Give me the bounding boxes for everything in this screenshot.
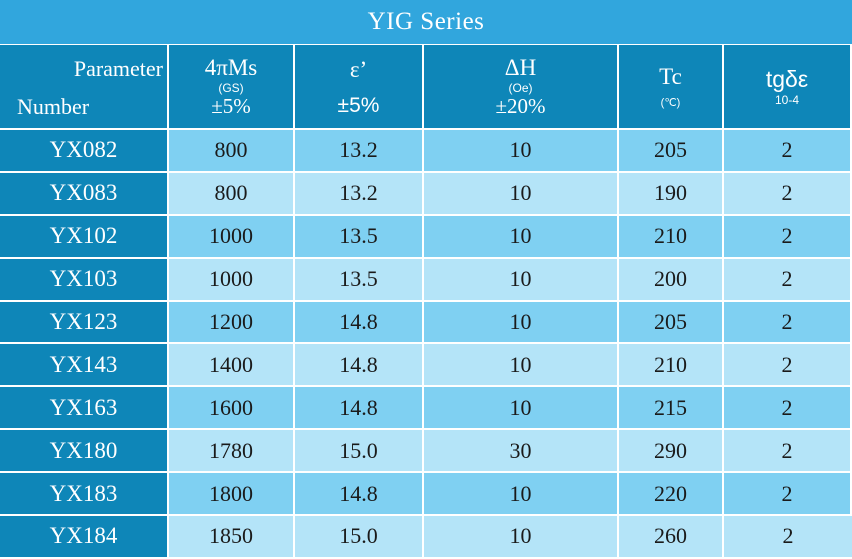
cell-dh: 10 (424, 258, 619, 302)
header-tc: Tc (℃) (619, 45, 724, 130)
cell-ms: 1200 (169, 301, 295, 345)
cell-ms: 1600 (169, 387, 295, 431)
row-number-cell: YX083 (0, 172, 169, 216)
cell-eps: 14.8 (295, 344, 424, 388)
cell-ms: 1800 (169, 473, 295, 517)
cell-tg: 2 (724, 301, 852, 345)
header-tg-unit: 10-4 (774, 92, 800, 107)
cell-dh: 10 (424, 130, 619, 173)
cell-dh: 10 (424, 172, 619, 216)
row-number-cell: YX180 (0, 430, 169, 474)
cell-eps: 14.8 (295, 301, 424, 345)
cell-tc: 210 (619, 344, 724, 388)
cell-eps: 13.5 (295, 215, 424, 259)
cell-dh: 10 (424, 215, 619, 259)
row-number-cell: YX183 (0, 473, 169, 517)
header-dh-tolerance: ±20% (495, 94, 546, 118)
cell-tc: 205 (619, 130, 724, 173)
row-number-cell: YX082 (0, 130, 169, 173)
cell-ms: 1780 (169, 430, 295, 474)
cell-dh: 10 (424, 301, 619, 345)
cell-tc: 260 (619, 516, 724, 559)
cell-tg: 2 (724, 430, 852, 474)
cell-tc: 210 (619, 215, 724, 259)
header-eps-tolerance: ±5% (337, 93, 380, 117)
header-ms-label: 4πMs (204, 55, 258, 80)
row-number-cell: YX184 (0, 516, 169, 559)
cell-eps: 15.0 (295, 516, 424, 559)
cell-tc: 205 (619, 301, 724, 345)
header-tc-unit: (℃) (660, 96, 681, 109)
cell-tc: 190 (619, 172, 724, 216)
cell-tc: 200 (619, 258, 724, 302)
header-number: Number (17, 94, 90, 119)
cell-ms: 800 (169, 130, 295, 173)
header-dh-label: ΔH (504, 55, 537, 80)
cell-ms: 1850 (169, 516, 295, 559)
header-parameter-number: Parameter Number (0, 45, 169, 130)
cell-tg: 2 (724, 344, 852, 388)
cell-dh: 10 (424, 344, 619, 388)
table-grid: Parameter Number 4πMs (GS) ±5% ε’ ±5% ΔH… (0, 45, 852, 559)
cell-eps: 13.2 (295, 130, 424, 173)
cell-tg: 2 (724, 215, 852, 259)
header-ms-unit: (GS) (218, 81, 244, 95)
cell-eps: 13.2 (295, 172, 424, 216)
cell-tg: 2 (724, 387, 852, 431)
cell-tg: 2 (724, 516, 852, 559)
header-eps: ε’ ±5% (295, 45, 424, 130)
cell-dh: 10 (424, 516, 619, 559)
header-tg: tgδε 10-4 (724, 45, 852, 130)
cell-ms: 1000 (169, 215, 295, 259)
cell-tg: 2 (724, 130, 852, 173)
header-dh-unit: (Oe) (508, 81, 533, 95)
header-tc-label: Tc (659, 63, 682, 89)
cell-tg: 2 (724, 473, 852, 517)
cell-dh: 10 (424, 387, 619, 431)
cell-eps: 14.8 (295, 473, 424, 517)
row-number-cell: YX123 (0, 301, 169, 345)
cell-tg: 2 (724, 172, 852, 216)
header-ms-tolerance: ±5% (211, 94, 251, 118)
row-number-cell: YX103 (0, 258, 169, 302)
cell-ms: 1400 (169, 344, 295, 388)
cell-dh: 30 (424, 430, 619, 474)
cell-tg: 2 (724, 258, 852, 302)
header-ms: 4πMs (GS) ±5% (169, 45, 295, 130)
header-tg-label: tgδε (765, 65, 809, 92)
row-number-cell: YX102 (0, 215, 169, 259)
cell-tc: 215 (619, 387, 724, 431)
cell-tc: 290 (619, 430, 724, 474)
cell-ms: 1000 (169, 258, 295, 302)
table-title: YIG Series (0, 0, 852, 44)
row-number-cell: YX163 (0, 387, 169, 431)
cell-tc: 220 (619, 473, 724, 517)
header-parameter: Parameter (73, 56, 163, 81)
cell-eps: 14.8 (295, 387, 424, 431)
cell-dh: 10 (424, 473, 619, 517)
cell-ms: 800 (169, 172, 295, 216)
cell-eps: 13.5 (295, 258, 424, 302)
row-number-cell: YX143 (0, 344, 169, 388)
header-dh: ΔH (Oe) ±20% (424, 45, 619, 130)
cell-eps: 15.0 (295, 430, 424, 474)
header-eps-label: ε’ (349, 56, 368, 82)
